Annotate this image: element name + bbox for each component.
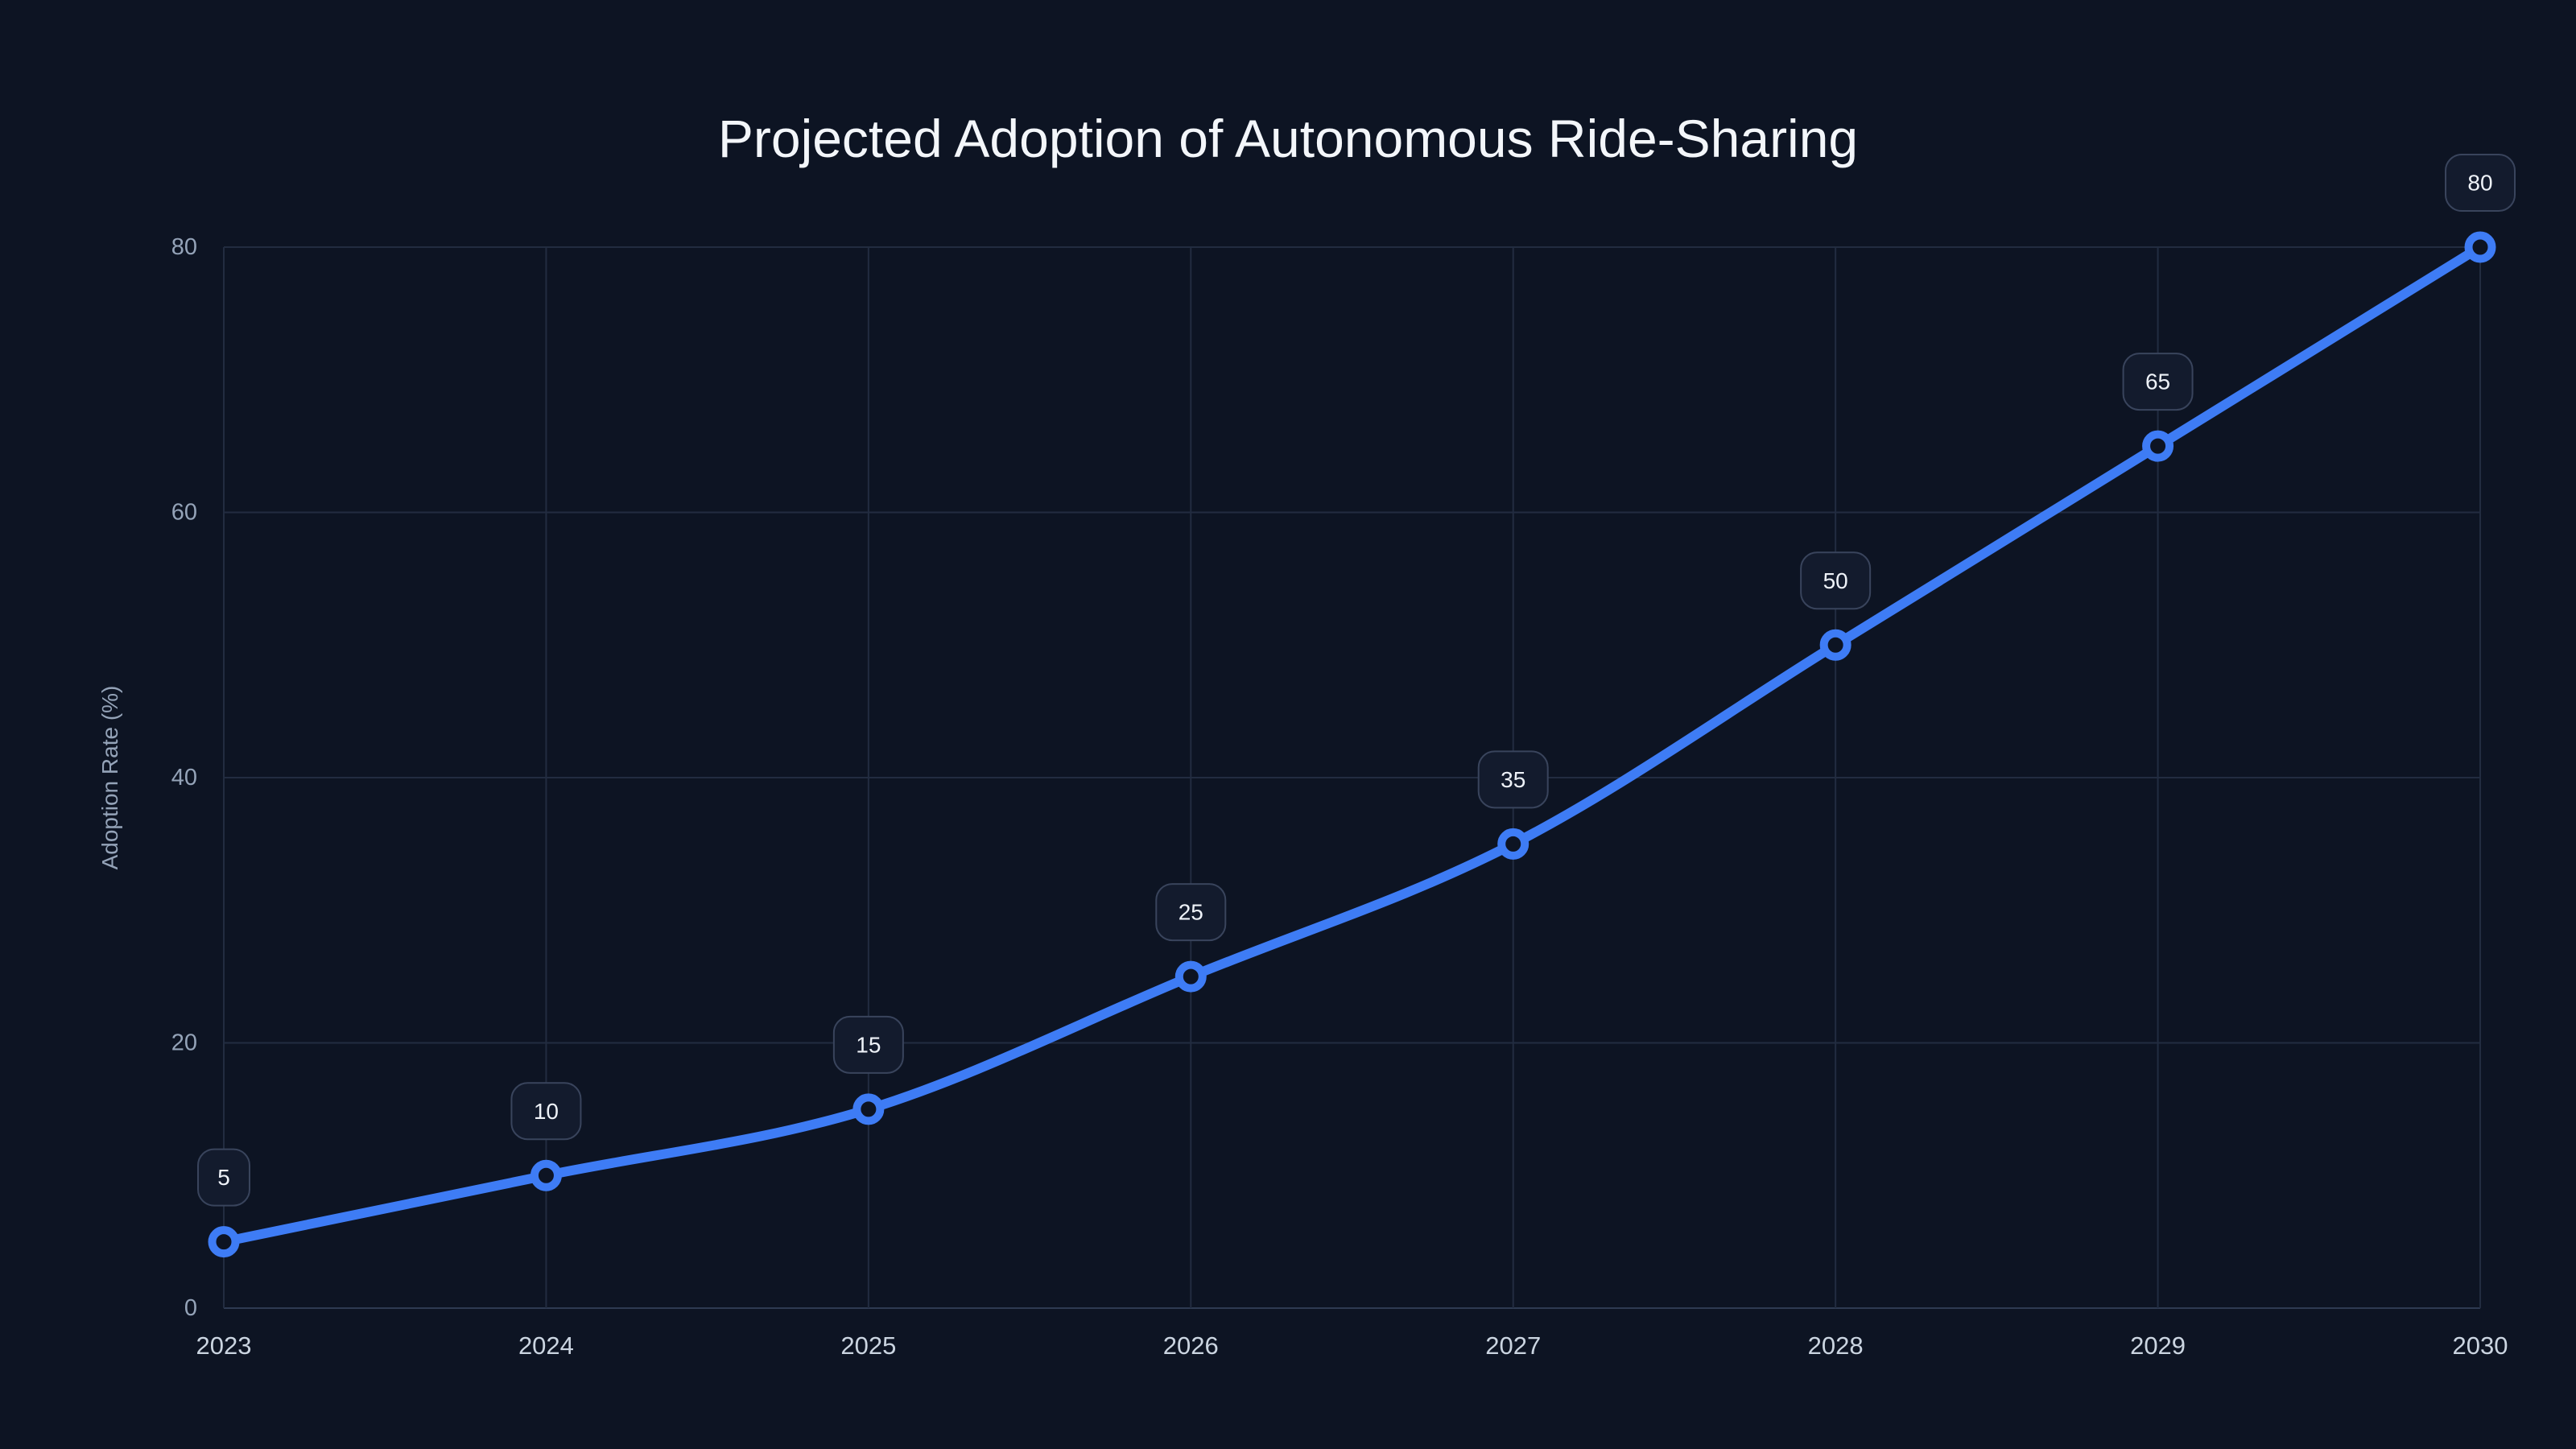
value-badge-text: 10	[534, 1099, 559, 1124]
value-badge-text: 35	[1501, 767, 1525, 792]
value-badge	[1477, 750, 1549, 809]
value-badge-text: 5	[217, 1165, 230, 1190]
y-tick-label: 40	[171, 765, 197, 791]
x-tick-label: 2027	[1485, 1331, 1541, 1360]
value-badge	[1800, 551, 1872, 610]
axis-ticks: 0 20 40 60 80 2023 2024 2025 2026 2027 2028 2029 203…	[171, 234, 2508, 1360]
y-tick-label: 0	[184, 1295, 197, 1321]
value-badge	[1155, 883, 1227, 942]
value-badge	[2445, 154, 2516, 212]
value-badge	[197, 1148, 250, 1207]
value-badge-text: 65	[2145, 369, 2170, 394]
y-axis-label: Adoption Rate (%)	[97, 686, 122, 870]
data-point-marker[interactable]	[852, 1093, 885, 1125]
x-tick-label: 2030	[2453, 1331, 2508, 1360]
data-point-marker[interactable]	[530, 1159, 562, 1191]
y-tick-label: 60	[171, 500, 197, 526]
value-badge-text: 50	[1823, 568, 1848, 593]
value-badge	[510, 1082, 582, 1141]
value-badge-text: 15	[856, 1032, 881, 1057]
value-badge	[832, 1015, 904, 1074]
data-points	[208, 231, 2496, 1258]
value-badge-text: 80	[2467, 171, 2492, 196]
y-tick-label: 80	[171, 234, 197, 260]
chart-title: Projected Adoption of Autonomous Ride-Sh…	[718, 109, 1858, 168]
x-tick-label: 2025	[840, 1331, 896, 1360]
data-point-marker[interactable]	[2464, 231, 2496, 263]
value-badge	[2122, 353, 2194, 411]
data-point-marker[interactable]	[1819, 629, 1852, 661]
value-badge-text: 25	[1179, 900, 1203, 925]
data-point-labels: 5 10 15 25 35 50 65 80	[197, 154, 2516, 1207]
data-point-marker[interactable]	[1497, 828, 1530, 860]
data-point-marker[interactable]	[2142, 430, 2174, 462]
gridlines	[223, 246, 2481, 1309]
x-tick-label: 2023	[196, 1331, 252, 1360]
series-line	[219, 242, 2485, 1247]
x-tick-label: 2028	[1808, 1331, 1864, 1360]
data-point-marker[interactable]	[208, 1226, 240, 1258]
x-tick-label: 2024	[518, 1331, 574, 1360]
line-series	[219, 242, 2485, 1247]
data-point-marker[interactable]	[1174, 960, 1207, 993]
y-tick-label: 20	[171, 1030, 197, 1056]
x-tick-label: 2026	[1163, 1331, 1219, 1360]
x-tick-label: 2029	[2130, 1331, 2186, 1360]
